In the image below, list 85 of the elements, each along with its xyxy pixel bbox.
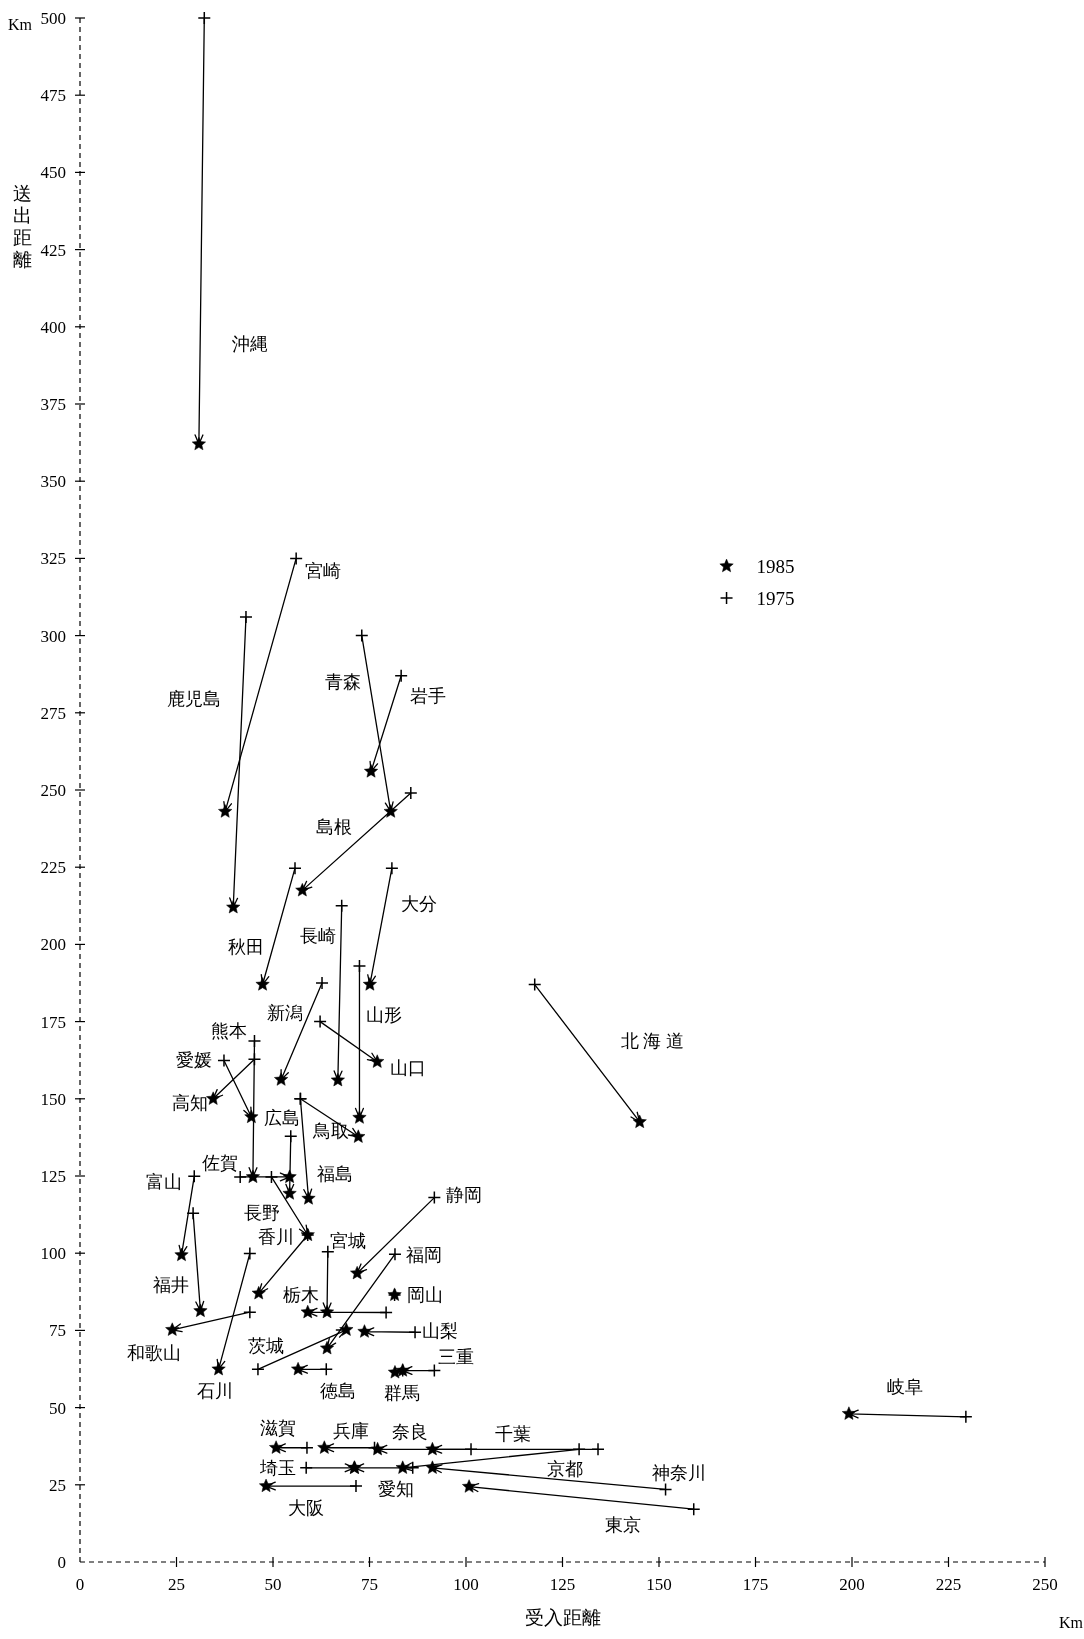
annotation: 福岡	[405, 1245, 442, 1266]
y-tick-label: 375	[40, 395, 66, 414]
annotation: 北 海 道	[620, 1031, 684, 1051]
annotation: 青森	[324, 671, 361, 692]
x-tick-label: 125	[549, 1575, 576, 1594]
y-tick-label: 125	[40, 1167, 66, 1186]
y-axis-title: 送出距離	[12, 183, 32, 270]
annotation: 徳島	[320, 1381, 357, 1402]
x-tick-label: 225	[935, 1575, 962, 1594]
annotation: 秋田	[227, 936, 264, 957]
annotation: 石川	[196, 1381, 233, 1402]
annotation: 千葉	[495, 1424, 531, 1444]
annotation: 宮城	[329, 1230, 366, 1251]
annotation: 茨城	[247, 1336, 284, 1357]
y-tick-label: 400	[40, 317, 66, 337]
y-tick-label: 25	[49, 1475, 66, 1495]
annotation: 群馬	[383, 1383, 420, 1404]
annotation: 滋賀	[260, 1417, 297, 1438]
annotation: 山梨	[422, 1321, 459, 1342]
annotation: 愛媛	[175, 1049, 212, 1070]
x-tick-label: 50	[264, 1575, 282, 1594]
annotation: 東京	[604, 1515, 641, 1536]
y-tick-label: 100	[40, 1244, 66, 1264]
y-tick-label: 425	[40, 240, 66, 260]
annotation: 長野	[244, 1202, 281, 1223]
x-tick-label: 25	[168, 1575, 185, 1594]
y-tick-label: 250	[40, 781, 66, 800]
y-tick-label: 325	[40, 549, 66, 569]
annotation: 兵庫	[333, 1420, 370, 1441]
x-tick-label: 175	[742, 1575, 769, 1594]
annotation: 静岡	[446, 1184, 483, 1205]
annotation: 愛知	[377, 1478, 414, 1499]
x-tick-label: 100	[453, 1575, 479, 1594]
annotation: 長崎	[299, 925, 336, 946]
annotation: 大分	[400, 894, 437, 915]
y-tick-label: 300	[40, 626, 66, 646]
annotation: 島根	[316, 817, 352, 837]
y-tick-label: 350	[40, 472, 66, 492]
annotation: 京都	[547, 1459, 584, 1480]
annotation: 和歌山	[127, 1342, 182, 1363]
annotation: 岐阜	[886, 1376, 923, 1397]
y-tick-label: 500	[40, 9, 66, 28]
x-axis-title: 受入距離	[524, 1607, 601, 1628]
annotation: 奈良	[392, 1422, 429, 1443]
y-tick-label: 275	[40, 703, 66, 723]
annotation: 山口	[390, 1057, 427, 1078]
annotation: 富山	[146, 1172, 183, 1193]
y-tick-label: 475	[40, 86, 66, 106]
annotation: 佐賀	[202, 1152, 239, 1173]
annotation: 山形	[366, 1005, 403, 1026]
y-tick-label: 200	[40, 935, 66, 955]
legend-label: 1985	[756, 556, 795, 578]
annotation: 栃木	[282, 1285, 319, 1306]
annotation: 三重	[438, 1346, 475, 1367]
legend-label: 1975	[756, 588, 795, 610]
y-tick-label: 450	[40, 163, 66, 183]
annotation: 鹿児島	[167, 689, 221, 709]
x-tick-label: 200	[839, 1575, 865, 1594]
annotation: 岡山	[406, 1284, 443, 1305]
annotation: 広島	[263, 1108, 300, 1129]
annotation: 福井	[153, 1274, 190, 1295]
annotation: 新潟	[267, 1003, 304, 1023]
annotation: 福島	[316, 1163, 353, 1184]
annotation: 熊本	[211, 1021, 248, 1042]
annotation: 神奈川	[651, 1463, 706, 1484]
annotation: 大阪	[288, 1498, 325, 1519]
y-tick-label: 225	[40, 858, 66, 878]
y-tick-label: 0	[57, 1553, 66, 1572]
text: Km	[8, 16, 33, 33]
annotation: 高知	[172, 1092, 209, 1113]
text: Km	[1059, 1614, 1084, 1631]
annotation: 香川	[257, 1226, 294, 1247]
y-tick-label: 175	[40, 1012, 66, 1032]
annotation: 岩手	[410, 685, 447, 706]
x-tick-label: 75	[361, 1575, 378, 1594]
annotation: 鳥取	[312, 1120, 350, 1141]
y-tick-label: 50	[49, 1398, 66, 1418]
annotation: 埼玉	[259, 1457, 297, 1478]
x-tick-label: 0	[75, 1575, 85, 1594]
y-tick-label: 75	[49, 1321, 66, 1341]
x-tick-label: 150	[646, 1575, 672, 1594]
annotation: 沖縄	[232, 334, 268, 354]
annotation: 宮崎	[305, 561, 342, 582]
y-tick-label: 150	[40, 1089, 66, 1109]
x-tick-label: 250	[1032, 1575, 1058, 1594]
